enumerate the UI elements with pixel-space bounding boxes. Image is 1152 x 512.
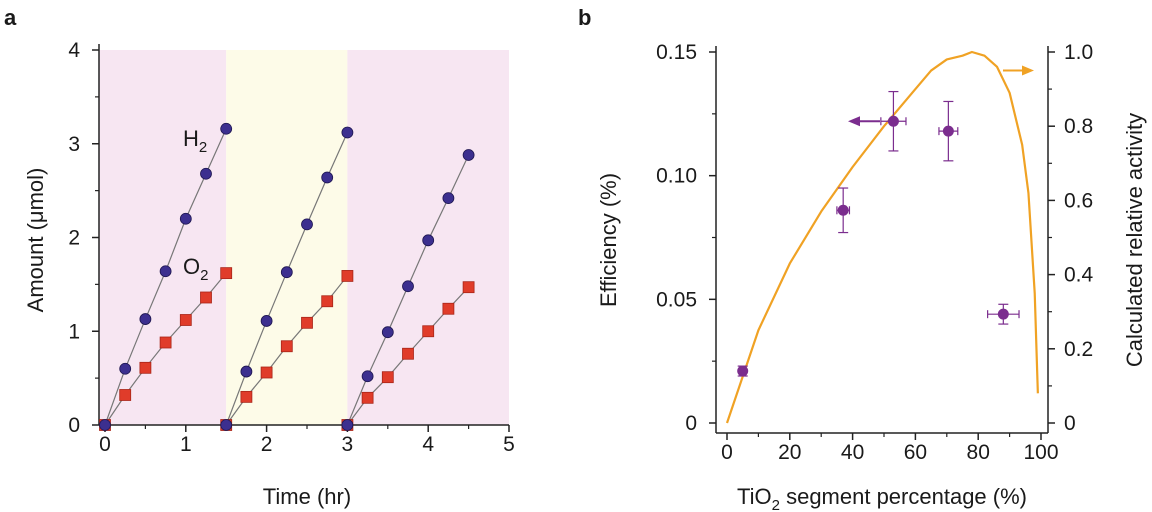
series-label-sub: 2 xyxy=(200,267,208,284)
efficiency-data-point xyxy=(997,308,1009,320)
x-tick-label: 40 xyxy=(841,441,864,464)
h2-data-point xyxy=(139,313,152,325)
h2-data-point xyxy=(402,280,414,293)
h2-data-point xyxy=(422,234,435,247)
y-tick-label: 1 xyxy=(68,320,80,343)
o2-data-point xyxy=(462,281,475,294)
h2-data-point xyxy=(381,326,394,339)
right-axis-arrow-head xyxy=(1022,65,1034,76)
panel-a-ylabel: Amount (μmol) xyxy=(23,168,48,313)
efficiency-data-point xyxy=(887,115,899,127)
o2-data-point xyxy=(139,361,152,374)
panel-b-xlabel-main: TiO xyxy=(737,484,772,509)
series-label-main: H xyxy=(183,126,199,151)
y-tick-label: 3 xyxy=(68,133,80,156)
right-y-tick-label: 1.0 xyxy=(1064,41,1093,64)
o2-data-point xyxy=(321,295,334,308)
o2-data-point xyxy=(179,314,192,326)
h2-data-point xyxy=(280,266,293,279)
h2-data-point xyxy=(220,419,233,431)
o2-data-point xyxy=(381,371,394,384)
h2-data-point xyxy=(179,212,192,225)
o2-data-point xyxy=(341,270,354,282)
h2-data-point xyxy=(442,192,455,205)
x-tick-label: 2 xyxy=(261,433,273,456)
y-tick-label: 2 xyxy=(68,227,80,250)
o2-data-point xyxy=(119,389,132,401)
x-tick-label: 3 xyxy=(342,433,354,456)
panel-letter-a: a xyxy=(4,5,17,30)
left-y-tick-label: 0.10 xyxy=(656,165,697,188)
h2-series-label: H2 xyxy=(183,126,207,156)
h2-data-point xyxy=(361,370,374,383)
panel-b-ylabel: Efficiency (%) xyxy=(596,173,621,307)
h2-data-point xyxy=(200,167,212,180)
right-y-tick-label: 0 xyxy=(1064,412,1076,435)
o2-data-point xyxy=(220,267,233,280)
left-y-tick-label: 0.05 xyxy=(656,288,697,311)
panel-a-xlabel: Time (hr) xyxy=(263,484,351,509)
h2-data-point xyxy=(341,419,354,431)
left-axis-arrow-head xyxy=(848,116,860,127)
y-tick-label: 4 xyxy=(68,39,80,62)
h2-data-point xyxy=(260,315,273,327)
x-tick-label: 0 xyxy=(99,433,111,456)
o2-data-point xyxy=(260,366,273,379)
x-tick-label: 5 xyxy=(503,433,515,456)
o2-data-point xyxy=(159,336,172,349)
background-band xyxy=(226,50,348,425)
h2-data-point xyxy=(462,149,475,161)
panel-letter-b: b xyxy=(578,5,591,30)
series-label-sub: 2 xyxy=(199,139,207,156)
left-y-tick-label: 0.15 xyxy=(656,41,697,64)
left-y-tick-label: 0 xyxy=(685,412,697,435)
x-tick-label: 20 xyxy=(778,441,801,464)
o2-data-point xyxy=(280,340,293,353)
o2-data-point xyxy=(422,325,435,338)
background-band xyxy=(105,50,227,425)
h2-data-point xyxy=(321,171,334,184)
y-tick-label: 0 xyxy=(68,414,80,437)
right-y-tick-label: 0.2 xyxy=(1064,338,1093,361)
x-tick-label: 4 xyxy=(422,433,434,456)
efficiency-data-point xyxy=(837,204,849,216)
h2-data-point xyxy=(119,362,132,375)
h2-data-point xyxy=(159,265,172,278)
right-y-tick-label: 0.6 xyxy=(1064,189,1093,212)
relative-activity-curve xyxy=(725,50,1039,424)
panel-b-xlabel: TiO2 segment percentage (%) xyxy=(737,484,1027,512)
background-band xyxy=(99,50,105,425)
efficiency-data-point xyxy=(942,125,954,137)
x-tick-label: 100 xyxy=(1023,441,1058,464)
h2-data-point xyxy=(341,126,354,139)
x-tick-label: 0 xyxy=(721,441,733,464)
x-tick-label: 60 xyxy=(904,441,927,464)
o2-data-point xyxy=(361,391,374,404)
right-y-tick-label: 0.8 xyxy=(1064,115,1093,138)
x-tick-label: 1 xyxy=(180,433,192,456)
o2-data-point xyxy=(402,347,414,360)
panel-b-xlabel-rest: segment percentage (%) xyxy=(780,484,1027,509)
o2-data-point xyxy=(200,291,212,304)
h2-data-point xyxy=(301,218,313,231)
o2-data-point xyxy=(240,390,253,403)
h2-data-point xyxy=(220,122,233,135)
panel-b-xlabel-sub: 2 xyxy=(772,497,780,512)
h2-data-point xyxy=(240,365,253,378)
x-tick-label: 80 xyxy=(967,441,990,464)
o2-data-point xyxy=(301,316,313,329)
series-label-main: O xyxy=(183,254,200,279)
right-y-tick-label: 0.4 xyxy=(1064,264,1094,287)
h2-data-point xyxy=(99,419,111,431)
panel-b-ylabel-right: Calculated relative activity xyxy=(1122,113,1147,367)
efficiency-data-point xyxy=(737,365,749,377)
panel-b-chart: 0 20 40 60 80 100 0 0.05 0.10 0.15 0 0.2 0.4 0.6 0.8 1.… xyxy=(656,41,1093,464)
o2-data-point xyxy=(442,302,455,315)
o2-series-label: O2 xyxy=(183,254,208,284)
